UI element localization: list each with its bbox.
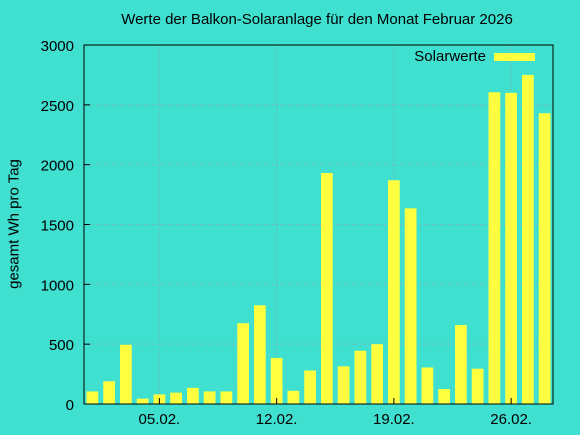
bar-day-13 bbox=[287, 390, 300, 404]
y-tick-label: 500 bbox=[49, 337, 74, 354]
bar-day-3 bbox=[120, 344, 132, 404]
plot-border bbox=[83, 44, 554, 405]
legend-swatch-solarwerte bbox=[494, 53, 535, 61]
bar-day-20 bbox=[404, 208, 417, 404]
bar-day-22 bbox=[438, 389, 450, 404]
y-axis-label: gesamt Wh pro Tag bbox=[5, 159, 23, 289]
grid-lines bbox=[84, 45, 553, 404]
bar-day-9 bbox=[220, 391, 233, 404]
y-tick-label: 3000 bbox=[41, 38, 74, 55]
y-tick-label: 2500 bbox=[41, 98, 74, 115]
bar-day-12 bbox=[270, 357, 283, 404]
x-tick-label: 19.02. bbox=[373, 411, 415, 428]
bar-day-2 bbox=[103, 381, 115, 404]
bar-day-14 bbox=[304, 370, 316, 404]
y-tick-label: 2000 bbox=[41, 158, 74, 175]
bar-day-1 bbox=[86, 391, 99, 404]
bar-day-11 bbox=[254, 305, 266, 404]
bar-day-21 bbox=[421, 367, 434, 404]
bar-day-19 bbox=[388, 180, 400, 404]
bar-day-15 bbox=[321, 173, 333, 404]
bars bbox=[86, 74, 551, 405]
legend bbox=[494, 53, 535, 61]
bar-day-25 bbox=[488, 92, 501, 404]
bar-day-10 bbox=[237, 323, 249, 404]
bar-day-4 bbox=[136, 398, 149, 404]
bar-day-18 bbox=[371, 344, 383, 404]
bar-day-17 bbox=[354, 350, 367, 404]
x-tick-label: 05.02. bbox=[139, 411, 181, 428]
bar-day-8 bbox=[203, 391, 216, 404]
bar-day-28 bbox=[538, 113, 551, 405]
bar-day-24 bbox=[471, 368, 484, 404]
axis-ticks: 0 500 1000 1500 2000 2500 3000 05.02. 12.02. 19.0… bbox=[41, 38, 532, 428]
y-tick-label: 0 bbox=[66, 397, 74, 414]
chart-title: Werte der Balkon-Solaranlage für den Mon… bbox=[121, 11, 513, 28]
plot-frame bbox=[83, 44, 554, 405]
y-tick-label: 1500 bbox=[41, 218, 74, 235]
bar-day-26 bbox=[505, 92, 517, 404]
bar-day-6 bbox=[170, 392, 182, 404]
bar-day-7 bbox=[187, 387, 199, 404]
bar-day-16 bbox=[337, 366, 350, 404]
x-tick-label: 12.02. bbox=[256, 411, 298, 428]
legend-label-solarwerte: Solarwerte bbox=[414, 48, 486, 65]
y-tick-label: 1000 bbox=[41, 277, 74, 294]
bar-day-23 bbox=[455, 325, 467, 404]
bar-day-27 bbox=[522, 74, 534, 405]
x-tick-label: 26.02. bbox=[490, 411, 532, 428]
